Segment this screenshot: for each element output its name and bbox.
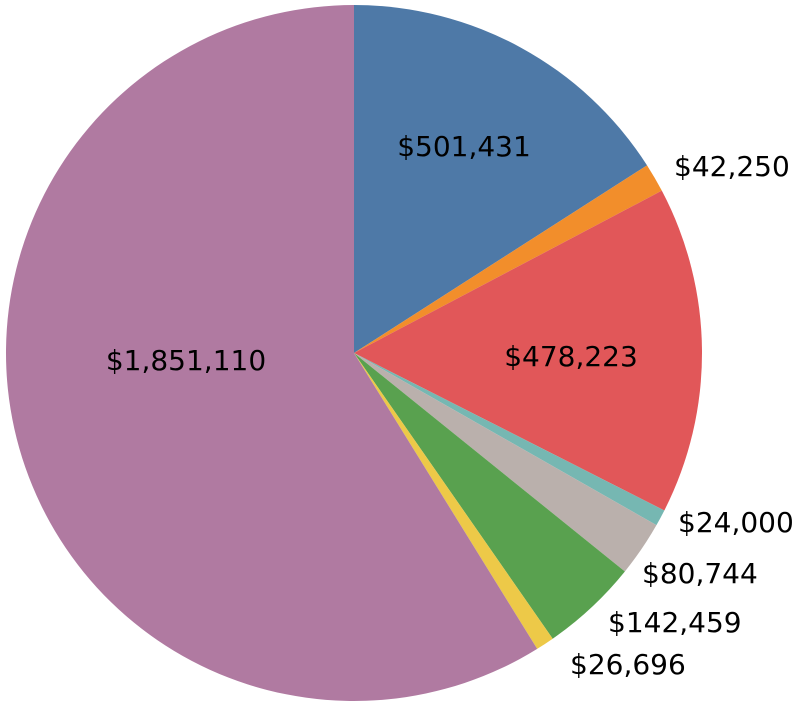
pie-slice-5: [354, 353, 657, 572]
pie-slice-label-4: $24,000: [678, 506, 794, 539]
pie-slice-label-5: $80,744: [642, 557, 758, 590]
pie-slice-7: [354, 353, 553, 649]
pie-slice-1: [354, 5, 648, 353]
pie-slice-label-7: $26,696: [570, 648, 686, 681]
pie-slice-label-8: $1,851,110: [106, 344, 266, 377]
pie-slice-3: [354, 190, 703, 511]
pie-slice-4: [354, 353, 665, 526]
pie-slices: [5, 5, 703, 702]
pie-slice-label-6: $142,459: [608, 606, 742, 639]
pie-slice-2: [354, 165, 662, 353]
pie-slice-label-3: $478,223: [504, 340, 638, 373]
pie-slice-label-1: $501,431: [397, 130, 531, 163]
pie-slice-label-2: $42,250: [674, 150, 790, 183]
pie-slice-8: [5, 5, 538, 702]
pie-slice-6: [354, 353, 625, 639]
pie-labels: $501,431 $42,250 $478,223 $24,000 $80,744 $14…: [106, 130, 794, 681]
